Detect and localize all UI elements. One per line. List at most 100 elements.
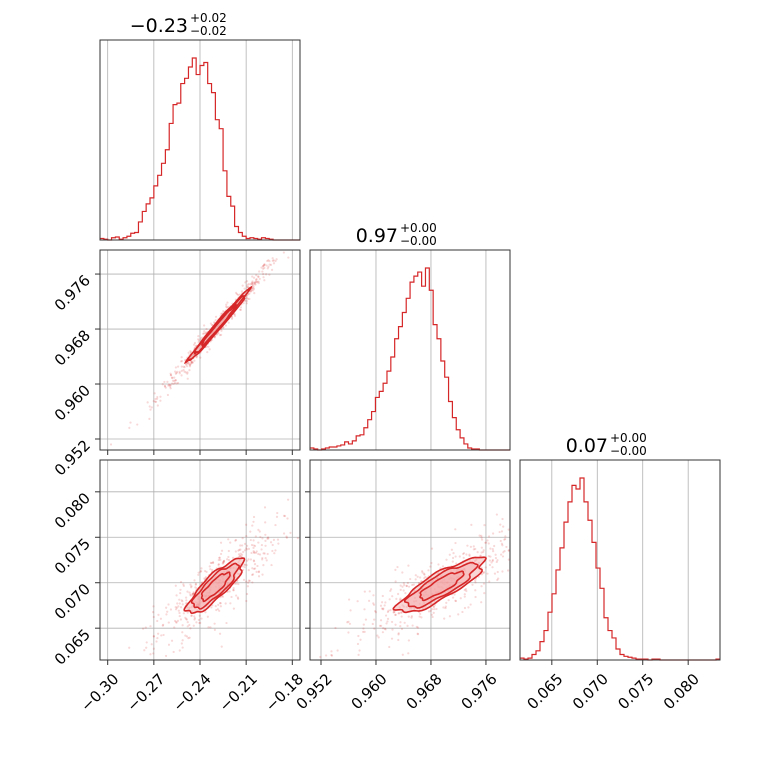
sample-point <box>372 603 376 606</box>
sample-point <box>382 607 385 610</box>
scatter-grid <box>310 460 510 660</box>
sample-point <box>391 595 394 598</box>
sample-point <box>195 604 198 607</box>
sample-point <box>174 379 177 382</box>
sample-point <box>252 289 255 292</box>
sample-point <box>175 606 179 609</box>
sample-point <box>487 535 491 538</box>
sample-point <box>450 548 454 551</box>
sample-points <box>319 513 583 675</box>
sample-point <box>287 498 290 501</box>
sample-point <box>218 632 222 635</box>
sample-point <box>228 567 232 570</box>
sample-point <box>149 408 152 411</box>
sample-point <box>220 333 223 337</box>
sample-point <box>269 541 273 544</box>
sample-point <box>417 581 421 585</box>
sample-point <box>445 586 449 589</box>
sample-point <box>208 589 212 592</box>
sample-point <box>296 537 299 540</box>
sample-point <box>197 339 201 342</box>
sample-point <box>334 626 337 630</box>
sample-point <box>262 273 265 276</box>
sample-point <box>335 673 337 675</box>
sample-point <box>243 542 247 545</box>
sample-point <box>264 557 267 560</box>
sample-point <box>170 382 174 385</box>
sample-point <box>159 399 162 402</box>
sample-point <box>528 539 530 541</box>
sample-point <box>283 514 287 518</box>
sample-point <box>407 652 410 655</box>
sample-point <box>180 369 183 373</box>
sample-point <box>199 570 202 573</box>
sample-point <box>192 592 195 595</box>
sample-point <box>217 581 221 584</box>
sample-point <box>399 625 402 628</box>
sample-point <box>269 263 273 266</box>
sample-point <box>169 387 172 390</box>
sample-point <box>446 581 449 584</box>
sample-point <box>462 552 466 555</box>
sample-point <box>254 283 257 286</box>
sample-point <box>458 555 461 558</box>
sample-point <box>246 585 249 588</box>
sample-point <box>258 277 261 280</box>
sample-point <box>457 613 460 616</box>
sample-point <box>203 577 206 580</box>
y-tick-label: 0.968 <box>51 326 94 369</box>
sample-point <box>363 608 366 611</box>
sample-point <box>242 578 246 581</box>
sample-point <box>192 343 196 346</box>
sample-point <box>248 579 251 583</box>
sample-point <box>238 554 242 557</box>
sample-point <box>224 324 227 327</box>
sample-point <box>263 264 266 267</box>
sample-point <box>483 592 486 595</box>
sample-point <box>581 518 583 520</box>
sample-point <box>217 582 220 585</box>
sample-point <box>245 564 248 567</box>
y-tick-label: 0.976 <box>51 271 94 314</box>
sample-point <box>380 607 384 610</box>
sample-point <box>471 583 474 586</box>
sample-point <box>181 646 184 649</box>
sample-point <box>260 548 263 551</box>
sample-point <box>217 563 220 566</box>
sample-point <box>243 299 247 303</box>
sample-point <box>463 568 466 571</box>
sample-point <box>433 607 436 611</box>
sample-point <box>177 605 180 608</box>
sample-point <box>484 541 487 544</box>
sample-point <box>243 549 247 552</box>
sample-point <box>272 538 276 541</box>
sample-point <box>437 585 440 588</box>
sample-point <box>395 597 398 600</box>
sample-point <box>169 372 172 375</box>
sample-point <box>250 551 253 555</box>
title-upper-error: +0.00 <box>400 221 437 235</box>
sample-point <box>389 609 392 612</box>
sample-point <box>501 517 504 521</box>
sample-point <box>175 620 178 623</box>
sample-point <box>156 404 159 407</box>
sample-point <box>230 595 233 599</box>
sample-point <box>217 332 220 335</box>
sample-point <box>206 591 209 594</box>
sample-point <box>221 574 224 577</box>
sample-point <box>491 532 495 535</box>
sample-point <box>416 633 420 636</box>
scatter-grid <box>100 460 300 660</box>
sample-point <box>174 584 177 587</box>
sample-point <box>254 280 258 283</box>
sample-point <box>447 599 450 602</box>
sample-point <box>242 302 245 305</box>
sample-point <box>173 376 176 379</box>
sample-point <box>210 606 213 609</box>
sample-point <box>421 571 424 574</box>
sample-point <box>469 545 472 548</box>
histogram-step-line <box>100 57 300 241</box>
sample-point <box>178 602 181 605</box>
sample-point <box>507 549 510 552</box>
